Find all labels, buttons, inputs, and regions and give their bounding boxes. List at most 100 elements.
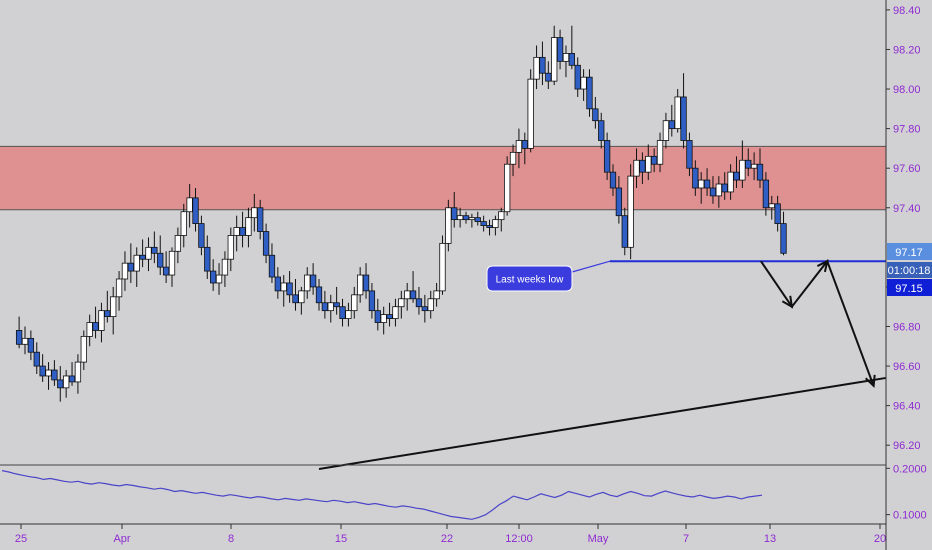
candle-down: [127, 262, 134, 272]
candle-down: [451, 207, 458, 221]
candle-up: [221, 258, 229, 276]
candle-down: [339, 306, 346, 319]
candle-up: [304, 274, 311, 292]
candle-down: [239, 227, 246, 236]
candle-up: [168, 250, 176, 276]
countdown-badge: 01:00:18: [887, 262, 932, 278]
candle-down: [104, 310, 111, 317]
candle-down: [692, 167, 699, 189]
candle-up: [433, 290, 440, 300]
candle-down: [27, 337, 35, 353]
x-tick-label: 8: [228, 533, 234, 545]
candle-down: [780, 223, 787, 254]
x-tick-label: 20: [874, 533, 886, 545]
candle-up: [715, 183, 722, 197]
candle-up: [380, 314, 387, 323]
candle-down: [462, 215, 470, 221]
candle-down: [139, 254, 146, 260]
candle-up: [74, 361, 82, 383]
arrow-head-1: [781, 295, 794, 309]
callout-pointer: [571, 260, 611, 273]
candle-down: [621, 215, 628, 248]
last-price-text: 97.17: [895, 247, 923, 259]
candle-up: [456, 215, 464, 221]
x-tick-label: 12:00: [505, 533, 533, 545]
drawing-layer: [318, 259, 887, 470]
resistance-zone-layer: [0, 145, 886, 211]
candle-up: [509, 151, 517, 165]
last-price-badge: 97.17: [887, 243, 932, 260]
candle-down: [709, 187, 717, 197]
indicator-pane: 0.2000 0.1000: [1, 463, 927, 522]
candle-down: [762, 179, 770, 209]
candle-up: [515, 140, 523, 153]
candle-up: [580, 76, 587, 90]
candle-down: [574, 64, 581, 90]
line-price-badge: 97.15: [887, 279, 932, 296]
candle-down: [57, 379, 64, 389]
candle-up: [245, 217, 252, 236]
arrow-head-3: [865, 374, 876, 389]
candle-down: [745, 159, 752, 169]
candle-down: [274, 276, 281, 292]
candle-up: [133, 254, 140, 272]
candle-up: [327, 302, 334, 312]
candle-down: [486, 225, 493, 228]
candle-down: [362, 274, 370, 292]
candle-up: [351, 294, 358, 312]
candle-down: [568, 53, 575, 66]
candle-down: [386, 314, 393, 319]
candle-up: [357, 274, 364, 296]
candle-down: [210, 270, 217, 284]
candle-down: [651, 155, 658, 165]
y-tick-label: 98.40: [893, 5, 921, 17]
candle-up: [498, 211, 505, 221]
candle-down: [480, 221, 487, 226]
y-tick-label: 98.20: [893, 44, 921, 56]
candle-up: [98, 310, 105, 331]
candle-down: [421, 306, 428, 312]
candle-up: [727, 171, 734, 193]
candle-down: [268, 254, 276, 278]
candle-down: [368, 290, 376, 312]
candle-up: [80, 335, 87, 363]
candle-down: [257, 207, 264, 232]
candle-up: [527, 78, 534, 149]
candle-down: [33, 351, 40, 367]
y-tick-label: 98.00: [893, 84, 921, 96]
candle-up: [662, 120, 670, 141]
candle-down: [603, 140, 611, 173]
candle-up: [562, 53, 570, 62]
x-tick-label: Apr: [113, 533, 130, 545]
trend-line: [318, 376, 887, 470]
candle-down: [721, 183, 728, 193]
candle-down: [609, 171, 617, 189]
candle-up: [439, 242, 446, 292]
candle-down: [51, 369, 58, 381]
candle-up: [251, 207, 258, 219]
y-tick-label: 96.60: [893, 361, 921, 373]
candle-down: [204, 246, 211, 272]
candle-down: [598, 120, 605, 141]
candle-down: [592, 108, 599, 122]
candle-up: [227, 235, 234, 260]
candle-up: [468, 217, 476, 221]
candle-down: [151, 246, 158, 254]
candle-up: [674, 96, 681, 130]
candle-up: [180, 211, 187, 236]
candle-up: [768, 203, 775, 209]
candle-up: [656, 140, 664, 165]
candle-down: [68, 375, 76, 383]
candle-down: [639, 159, 646, 173]
candles: [15, 25, 787, 402]
candle-down: [15, 330, 23, 345]
last-weeks-low-callout[interactable]: Last weeks low: [486, 265, 573, 292]
candle-down: [192, 197, 199, 224]
y-tick-label: 96.40: [893, 401, 921, 413]
candle-up: [280, 282, 287, 292]
x-tick-label: 25: [15, 533, 27, 545]
candle-down: [374, 310, 381, 323]
y-tick-label: 97.60: [893, 163, 921, 175]
candle-up: [233, 227, 240, 236]
